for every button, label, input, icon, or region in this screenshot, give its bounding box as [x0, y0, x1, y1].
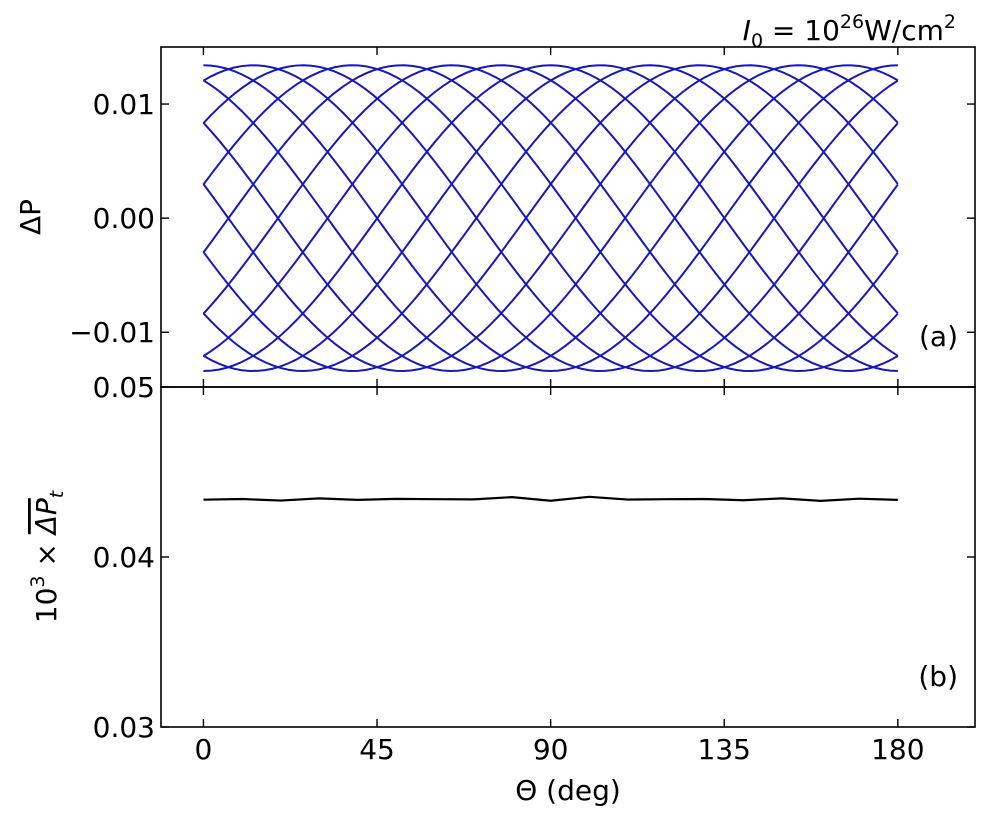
panel-b-curves — [203, 495, 898, 503]
panel-a-ytick-label: 0.00 — [93, 202, 155, 235]
x-tick-label: 180 — [871, 733, 924, 766]
panel-a-series-line — [202, 64, 899, 373]
title-equals: = 10 — [763, 14, 840, 47]
title-symbol: I — [743, 14, 751, 47]
panel-b-ytick-label: 0.03 — [93, 711, 155, 744]
title-exponent: 26 — [840, 11, 864, 33]
x-tick-label: 0 — [195, 733, 213, 766]
panel-b-ytick-label: 0.04 — [93, 541, 155, 574]
x-tick-label: 90 — [533, 733, 569, 766]
panel-b-axes: 0.03 0.04 0.05 0 45 90 135 180 — [93, 371, 976, 766]
title-units-exponent: 2 — [944, 11, 956, 33]
panel-a-series-line — [202, 64, 899, 372]
title-subscript: 0 — [751, 30, 763, 52]
title-units: W/cm — [864, 14, 944, 47]
panel-b-label: (b) — [918, 660, 958, 693]
panel-a-series-line — [202, 64, 899, 373]
panel-a-label: (a) — [919, 320, 958, 353]
figure-title: I0 = 1026W/cm2 — [743, 11, 956, 52]
panel-a-series-line — [202, 64, 899, 373]
panel-a-series-line — [203, 64, 898, 373]
panel-a-series-line — [202, 64, 899, 372]
x-tick-label: 45 — [359, 733, 395, 766]
b-ylabel-prefix: 10 — [30, 588, 63, 624]
panel-a-curves — [202, 64, 899, 373]
panel-a-frame — [160, 46, 976, 388]
panel-a: −0.01 0.00 0.01 (a) ΔP — [14, 46, 976, 388]
panel-a-series-line — [202, 64, 899, 373]
panel-a-series-line — [202, 64, 899, 372]
panel-b-frame — [160, 386, 976, 728]
x-axis-label: Θ (deg) — [515, 774, 621, 807]
panel-a-series-line — [202, 64, 899, 372]
panel-b: 0.03 0.04 0.05 0 45 90 135 180 (b) 103 × ΔPt — [27, 371, 976, 766]
panel-a-series-line — [202, 64, 899, 372]
b-ylabel-times: × — [30, 534, 63, 575]
b-ylabel-exponent: 3 — [27, 576, 49, 588]
panel-a-series-line — [202, 64, 899, 372]
panel-a-ylabel: ΔP — [14, 199, 47, 235]
panel-a-series-line — [202, 64, 899, 373]
panel-b-series-line — [203, 495, 898, 503]
panel-b-ylabel: 103 × ΔPt — [27, 489, 68, 623]
panel-b-ytick-label: 0.05 — [93, 371, 155, 404]
x-tick-label: 135 — [698, 733, 751, 766]
panel-a-series-line — [203, 64, 898, 373]
b-ylabel-subscript: t — [46, 489, 68, 498]
panel-a-series-line — [202, 64, 899, 373]
panel-a-axes: −0.01 0.00 0.01 — [69, 46, 976, 388]
panel-a-ytick-label: −0.01 — [69, 316, 155, 349]
panel-a-ytick-label: 0.01 — [93, 88, 155, 121]
b-ylabel-symbol: ΔP — [30, 498, 63, 536]
